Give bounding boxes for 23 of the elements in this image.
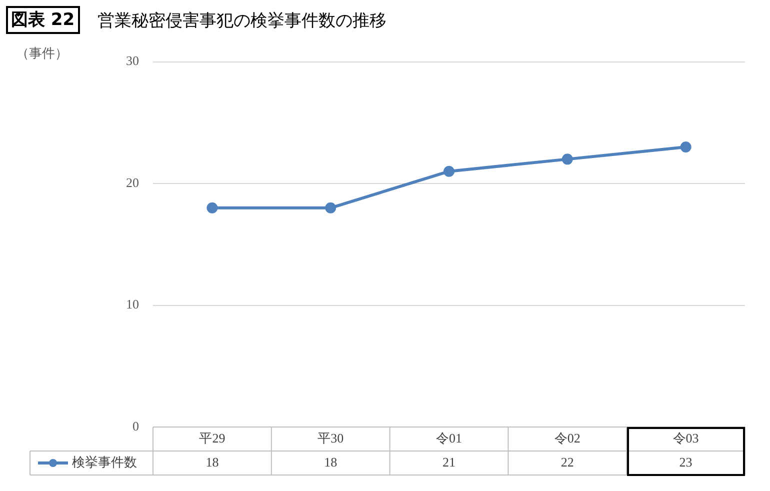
data-label: 23 — [679, 454, 692, 470]
legend-label: 検挙事件数 — [72, 455, 137, 470]
point — [325, 202, 336, 214]
chart-subtitle: 営業秘密侵害事犯の検挙事件数の推移 — [98, 10, 387, 32]
point — [206, 202, 218, 214]
x-tick-label: 令02 — [554, 430, 580, 446]
y-tick-label: 20 — [126, 174, 139, 190]
y-tick-label: 10 — [126, 296, 139, 312]
y-tick-label: 0 — [132, 418, 139, 434]
data-label: 18 — [206, 454, 219, 470]
point — [562, 154, 573, 165]
y-tick-label: 30 — [126, 53, 139, 68]
x-tick-label: 令01 — [436, 430, 462, 446]
chart-title: 図表 22 — [6, 6, 80, 34]
data-label: 21 — [442, 454, 456, 470]
x-tick-label: 平29 — [199, 430, 226, 446]
point — [680, 142, 692, 153]
data-label: 18 — [324, 454, 338, 470]
x-tick-label: 平30 — [318, 430, 344, 446]
x-tick-label: 令03 — [672, 430, 699, 446]
y-axis-title: （事件） — [16, 45, 68, 60]
point — [444, 166, 454, 177]
data-label: 22 — [560, 454, 574, 470]
